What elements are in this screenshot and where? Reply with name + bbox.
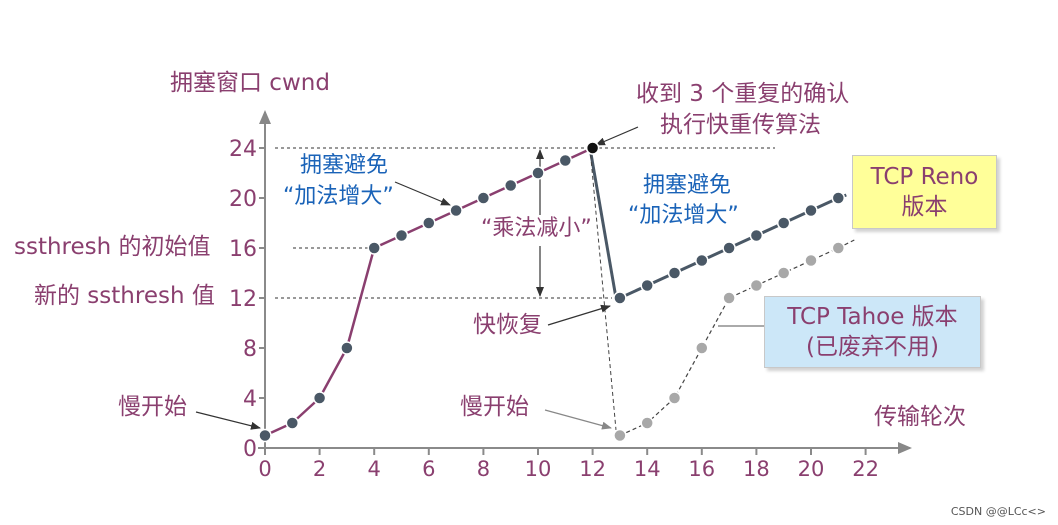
slow-start-left-arrow bbox=[195, 411, 261, 430]
tcp-tahoe-label-line2: (已废弃不用) bbox=[806, 334, 939, 360]
ssthresh-new-label: 新的 ssthresh 值 bbox=[34, 283, 215, 309]
tahoe-series-line bbox=[619, 247, 839, 437]
slow-start-series-point bbox=[312, 391, 327, 405]
triple-ack-label-line1: 收到 3 个重复的确认 bbox=[636, 81, 850, 107]
tahoe-series-point bbox=[804, 253, 818, 268]
ssthresh-initial-label: ssthresh 的初始值 bbox=[14, 234, 211, 260]
slow-start-series-point bbox=[394, 228, 409, 243]
triple-ack-label-line2: 执行快重传算法 bbox=[660, 112, 821, 138]
x-tick-label: 6 bbox=[422, 457, 435, 481]
tcp-reno-label-line1: TCP Reno bbox=[870, 164, 979, 190]
slow-start-series-point bbox=[258, 428, 272, 443]
watermark: CSDN @@LCc<> bbox=[950, 505, 1046, 518]
slow-start-right-arrow bbox=[544, 409, 612, 430]
y-tick-label: 8 bbox=[243, 337, 257, 362]
x-tick-label: 14 bbox=[634, 457, 661, 481]
ca-left-arrow bbox=[394, 181, 451, 206]
tahoe-series-point bbox=[667, 391, 682, 405]
slow-start-series-point bbox=[503, 178, 518, 193]
x-tick-label: 2 bbox=[313, 457, 326, 481]
y-axis-title: 拥塞窗口 cwnd bbox=[170, 70, 330, 96]
reno-series-point bbox=[804, 203, 818, 218]
x-tick-label: 8 bbox=[477, 457, 490, 481]
triple-ack-arrow bbox=[595, 126, 639, 146]
slow-start-series-point bbox=[422, 216, 436, 230]
x-tick-label: 4 bbox=[368, 457, 381, 481]
reno-series-point bbox=[695, 253, 709, 268]
x-tick-label: 0 bbox=[258, 457, 271, 481]
fast-recovery-label: 快恢复 bbox=[473, 312, 542, 338]
reno-series-point bbox=[667, 266, 682, 280]
x-tick-label: 18 bbox=[743, 457, 770, 481]
peak-point bbox=[585, 141, 600, 155]
tahoe-series-point bbox=[722, 291, 736, 305]
y-tick-label: 0 bbox=[243, 437, 257, 462]
tahoe-series-point bbox=[640, 416, 654, 430]
y-tick-label: 16 bbox=[229, 237, 257, 262]
slow-start-series-point bbox=[476, 191, 491, 205]
ca-right-label-line1: 拥塞避免 bbox=[643, 173, 732, 198]
tcp-reno-label-line2: 版本 bbox=[901, 194, 948, 220]
x-axis-title: 传输轮次 bbox=[874, 404, 966, 430]
tahoe-series-point bbox=[749, 278, 764, 293]
tcp-tahoe-box: TCP Tahoe 版本 (已废弃不用) bbox=[764, 296, 981, 368]
slow-start-left-label: 慢开始 bbox=[118, 394, 187, 420]
fast-recovery-drop bbox=[588, 147, 618, 299]
ca-left-label-line1: 拥塞避免 bbox=[300, 153, 389, 178]
ca-right-label-line2: “加法增大” bbox=[628, 203, 739, 228]
reno-series-point bbox=[640, 278, 654, 293]
ca-left-label-line2: “加法增大” bbox=[283, 184, 394, 209]
slow-start-series-point bbox=[367, 241, 381, 255]
y-tick-label: 12 bbox=[229, 287, 257, 312]
y-tick-label: 24 bbox=[229, 137, 257, 162]
reno-series-point bbox=[722, 241, 736, 255]
slow-start-series-point bbox=[340, 341, 354, 355]
x-tick-label: 16 bbox=[688, 457, 715, 481]
tahoe-series-point bbox=[613, 428, 627, 443]
slow-start-right-label: 慢开始 bbox=[460, 394, 529, 420]
x-tick-label: 20 bbox=[798, 457, 825, 481]
fast-recovery-arrow bbox=[547, 304, 611, 326]
tahoe-series-point bbox=[831, 241, 846, 255]
reno-series-point bbox=[749, 228, 764, 243]
mult-decrease-label: “乘法减小” bbox=[481, 216, 592, 241]
x-tick-label: 22 bbox=[852, 457, 879, 481]
slow-start-series-point bbox=[558, 153, 573, 168]
reno-series-point bbox=[613, 291, 627, 305]
tahoe-series-point bbox=[695, 341, 709, 355]
reno-series-point bbox=[776, 216, 791, 230]
tcp-reno-box: TCP Reno 版本 bbox=[852, 155, 997, 229]
tcp-tahoe-label-line1: TCP Tahoe 版本 bbox=[787, 304, 958, 330]
slow-start-series-point bbox=[449, 203, 463, 218]
y-tick-label: 20 bbox=[229, 187, 257, 212]
tahoe-series-point bbox=[776, 266, 791, 280]
tahoe-drop bbox=[589, 147, 617, 431]
x-tick-label: 12 bbox=[579, 457, 606, 481]
slow-start-series-point bbox=[285, 416, 300, 430]
slow-start-series-point bbox=[531, 166, 545, 180]
reno-series-point bbox=[831, 191, 846, 205]
x-tick-label: 10 bbox=[525, 457, 552, 481]
y-tick-label: 4 bbox=[243, 387, 257, 412]
